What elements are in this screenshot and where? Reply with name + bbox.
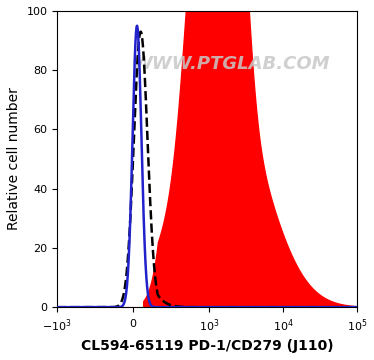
X-axis label: CL594-65119 PD-1/CD279 (J110): CL594-65119 PD-1/CD279 (J110)	[81, 339, 333, 353]
Y-axis label: Relative cell number: Relative cell number	[7, 87, 21, 230]
Text: WWW.PTGLAB.COM: WWW.PTGLAB.COM	[132, 55, 330, 73]
